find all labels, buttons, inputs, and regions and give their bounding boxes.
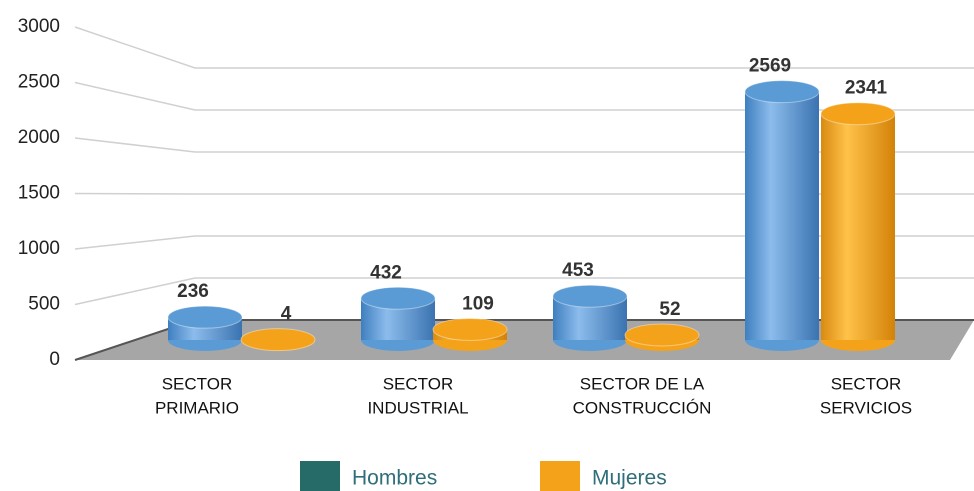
x-tick-label: INDUSTRIAL [367, 398, 468, 417]
grid-line [74, 277, 974, 306]
x-tick-label: SECTOR DE LA [580, 374, 705, 393]
data-label: 236 [177, 281, 209, 302]
cylinder-top [624, 323, 700, 347]
y-tick-label: 2500 [18, 72, 60, 93]
data-label: 453 [562, 260, 594, 281]
x-tick-label: PRIMARIO [155, 398, 239, 417]
cylinder [432, 317, 508, 351]
x-tick-label: SECTOR [162, 374, 233, 393]
x-tick-label: SERVICIOS [820, 398, 912, 417]
x-tick-label: SECTOR [383, 374, 454, 393]
y-tick-label: 0 [49, 349, 60, 370]
cylinder-top [820, 102, 896, 126]
y-tick-label: 1000 [18, 238, 60, 259]
data-label: 109 [462, 293, 494, 314]
legend-swatch [300, 461, 340, 491]
cylinder [820, 102, 896, 351]
cylinder [744, 80, 820, 351]
legend-label: Mujeres [592, 467, 667, 490]
cylinder-top [744, 80, 820, 104]
data-label: 2569 [749, 56, 791, 77]
cylinder-top [360, 286, 436, 310]
grid-line [74, 81, 974, 111]
cylinder-top [432, 317, 508, 341]
data-label: 2341 [845, 78, 888, 99]
data-label: 432 [370, 262, 402, 283]
data-label: 4 [281, 304, 292, 325]
data-label: 52 [659, 299, 680, 320]
grid-line [74, 192, 974, 195]
bar [745, 91, 819, 340]
legend-swatch [540, 461, 580, 491]
legend-label: Hombres [352, 467, 437, 490]
y-tick-label: 1500 [18, 183, 60, 204]
y-tick-label: 2000 [18, 127, 60, 148]
cylinder [552, 284, 628, 351]
cylinder [167, 305, 243, 351]
cylinder-top [240, 328, 316, 352]
grid-line [74, 26, 974, 69]
y-tick-label: 3000 [18, 16, 60, 37]
x-tick-label: SECTOR [831, 374, 902, 393]
cylinder [624, 323, 700, 351]
grid-line [74, 137, 974, 153]
cylinder-top [552, 284, 628, 308]
cylinder-top [167, 305, 243, 329]
bar [821, 113, 895, 340]
cylinder [360, 286, 436, 351]
y-tick-label: 500 [28, 294, 60, 315]
cylinder [240, 328, 316, 352]
x-tick-label: CONSTRUCCIÓN [573, 398, 712, 417]
grid-line [74, 235, 974, 250]
